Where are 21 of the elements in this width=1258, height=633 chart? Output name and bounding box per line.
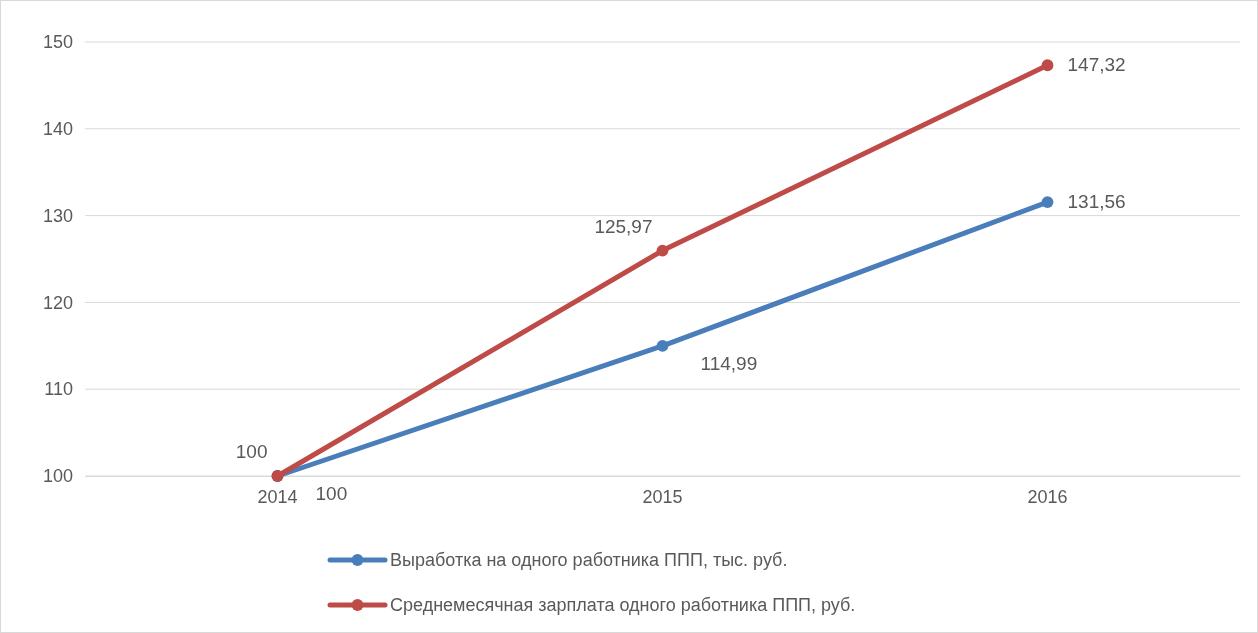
data-label: 125,97 xyxy=(594,215,653,237)
x-tick-label: 2014 xyxy=(257,486,298,507)
point xyxy=(656,339,669,352)
data-label: 100 xyxy=(315,483,348,504)
x-tick-label: 2016 xyxy=(1027,486,1068,507)
y-tick-label: 120 xyxy=(42,292,73,313)
y-tick-label: 110 xyxy=(44,379,73,400)
legend-label: Выработка на одного работника ППП, тыс. руб. xyxy=(390,550,788,570)
data-label: 147,32 xyxy=(1067,54,1126,76)
y-tick-label: 130 xyxy=(42,205,73,226)
y-tick-label: 140 xyxy=(42,119,73,140)
point xyxy=(1041,59,1054,72)
legend-label: Среднемесячная зарплата одного работника ППП, руб. xyxy=(390,595,856,615)
point xyxy=(656,244,669,257)
data-label: 114,99 xyxy=(700,352,758,374)
y-tick-label: 100 xyxy=(42,466,73,487)
data-label: 131,56 xyxy=(1067,191,1126,213)
point xyxy=(1041,196,1054,208)
x-tick-label: 2015 xyxy=(642,486,683,507)
y-tick-label: 150 xyxy=(42,32,73,53)
data-label: 100 xyxy=(235,441,268,462)
